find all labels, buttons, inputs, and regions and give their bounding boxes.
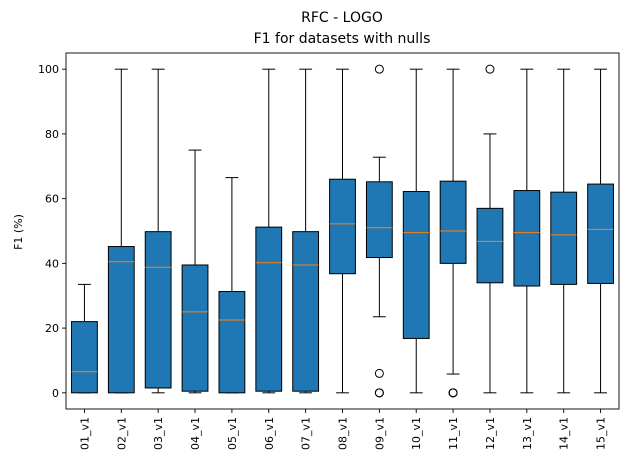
y-tick-label: 100 bbox=[38, 63, 59, 76]
box-iqr bbox=[439, 180, 467, 264]
box-iqr bbox=[476, 207, 504, 284]
x-tick-label: 14_v1 bbox=[558, 417, 571, 450]
box-iqr bbox=[255, 226, 283, 392]
box-iqr bbox=[402, 191, 430, 339]
box-iqr bbox=[107, 246, 135, 394]
x-tick-label: 03_v1 bbox=[152, 417, 165, 450]
x-tick-label: 05_v1 bbox=[226, 417, 239, 450]
box-iqr bbox=[365, 181, 393, 259]
x-tick-label: 10_v1 bbox=[410, 417, 423, 450]
y-tick-label: 80 bbox=[45, 128, 59, 141]
plot-area: 0 20 40 60 80 100 01_v1 02_v1 03_v1 04_v1 05_v1 06_… bbox=[38, 63, 614, 450]
x-tick-label: 04_v1 bbox=[189, 417, 202, 450]
y-axis-label: F1 (%) bbox=[12, 214, 25, 250]
x-tick-label: 01_v1 bbox=[78, 417, 91, 450]
box-iqr bbox=[513, 190, 541, 287]
box-iqr bbox=[218, 291, 246, 394]
x-tick-label: 08_v1 bbox=[337, 417, 350, 450]
y-tick-label: 40 bbox=[45, 257, 59, 270]
x-tick-label: 12_v1 bbox=[484, 417, 497, 450]
box-iqr bbox=[144, 231, 172, 389]
x-tick-label: 13_v1 bbox=[521, 417, 534, 450]
plot-frame bbox=[65, 52, 620, 410]
x-tick-label: 07_v1 bbox=[300, 417, 313, 450]
outlier-point bbox=[485, 64, 495, 74]
box-iqr bbox=[550, 191, 578, 285]
outlier-point bbox=[374, 368, 384, 378]
outlier-point bbox=[374, 64, 384, 74]
y-tick-label: 60 bbox=[45, 193, 59, 206]
box-iqr bbox=[181, 264, 209, 392]
box-iqr bbox=[329, 178, 356, 275]
outlier-point bbox=[374, 388, 384, 398]
x-tick-label: 15_v1 bbox=[595, 417, 608, 450]
x-tick-label: 09_v1 bbox=[373, 417, 386, 450]
chart-subtitle: F1 for datasets with nulls bbox=[254, 31, 431, 47]
box-iqr bbox=[71, 321, 98, 394]
x-tick-label: 06_v1 bbox=[263, 417, 276, 450]
y-tick-label: 20 bbox=[45, 322, 59, 335]
box-iqr bbox=[292, 231, 320, 392]
x-tick-label: 11_v1 bbox=[447, 417, 460, 450]
box-iqr bbox=[587, 183, 614, 284]
y-tick-label: 0 bbox=[52, 387, 59, 400]
chart-title: RFC - LOGO bbox=[301, 10, 383, 26]
x-tick-label: 02_v1 bbox=[115, 417, 128, 450]
outlier-point bbox=[448, 388, 458, 398]
